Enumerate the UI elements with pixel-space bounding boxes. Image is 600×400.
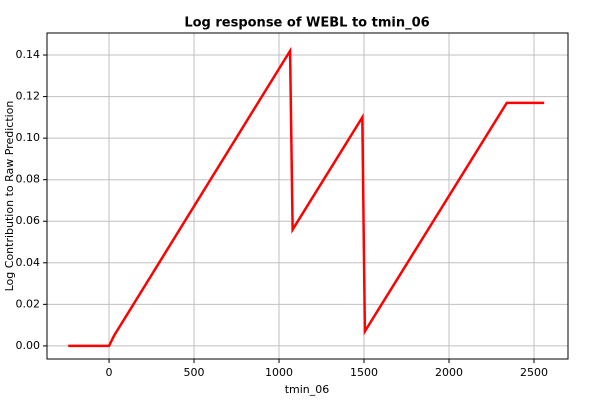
- y-tick-label: 0.02: [16, 297, 41, 310]
- y-tick-label: 0.06: [16, 214, 41, 227]
- y-tick-label: 0.00: [16, 339, 41, 352]
- chart-title: Log response of WEBL to tmin_06: [184, 16, 429, 31]
- x-tick-label: 2000: [435, 366, 463, 379]
- data-line: [68, 46, 545, 348]
- x-tick-label: 0: [106, 366, 113, 379]
- plot-area: [47, 33, 568, 359]
- x-tick-label: 1500: [350, 366, 378, 379]
- y-tick-label: 0.04: [16, 256, 41, 269]
- x-axis-label: tmin_06: [285, 383, 330, 396]
- x-tick-label: 2500: [520, 366, 548, 379]
- y-tick-label: 0.10: [16, 131, 41, 144]
- plot-frame: [46, 32, 569, 360]
- y-tick-label: 0.14: [16, 48, 41, 61]
- y-tick-label: 0.08: [16, 173, 41, 186]
- x-tick-label: 1000: [265, 366, 293, 379]
- x-tick-label: 500: [184, 366, 205, 379]
- y-tick-label: 0.12: [16, 90, 41, 103]
- y-axis-label: Log Contribution to Raw Prediction: [3, 101, 16, 292]
